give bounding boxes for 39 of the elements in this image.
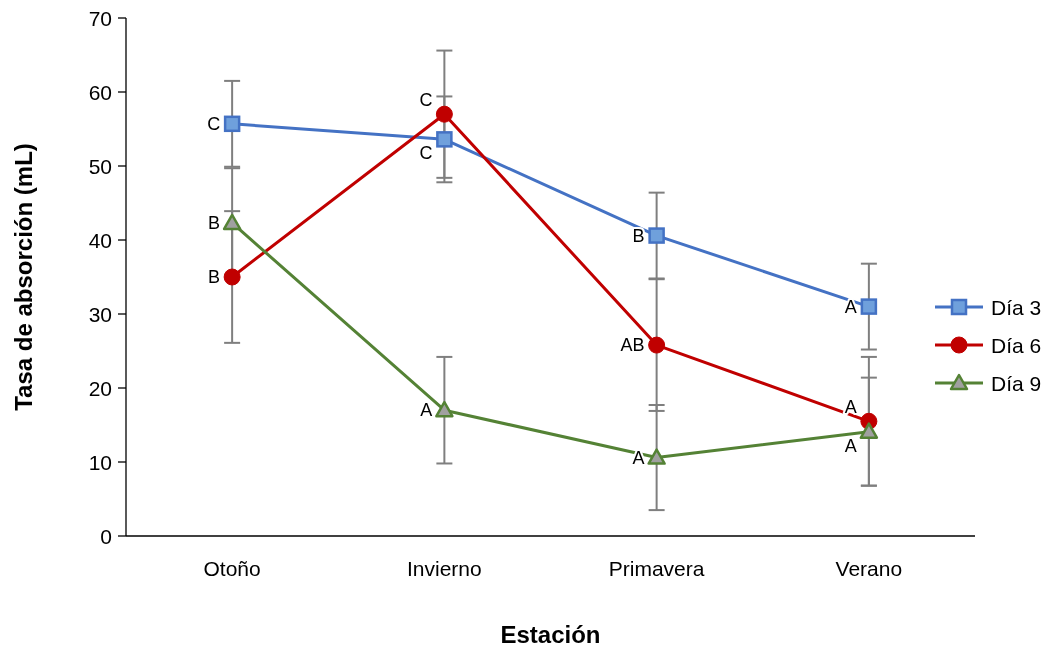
point xyxy=(222,213,242,231)
point xyxy=(648,227,665,244)
annotation: B xyxy=(632,225,645,246)
legend-label: Día 6 xyxy=(991,333,1042,357)
y-tick-label: 60 xyxy=(88,80,112,104)
annotation: B xyxy=(208,212,221,233)
x-tick-label: Primavera xyxy=(608,557,705,580)
x-tick-label: Invierno xyxy=(407,557,482,580)
x-tick-label: Verano xyxy=(835,557,903,580)
annotation: AB xyxy=(620,335,645,356)
point xyxy=(223,115,241,133)
legend-label: Día 3 xyxy=(991,295,1042,319)
point xyxy=(860,298,878,315)
annotation: A xyxy=(844,435,857,456)
y-axis-title: Tasa de absorción (mL) xyxy=(10,143,37,411)
y-tick-label: 20 xyxy=(88,376,112,400)
point xyxy=(648,336,666,354)
y-tick-label: 30 xyxy=(88,302,112,326)
annotation: B xyxy=(208,267,221,287)
point xyxy=(859,422,879,439)
x-axis-title: Estación xyxy=(500,621,601,648)
annotation: C xyxy=(207,113,221,134)
point xyxy=(435,400,454,418)
annotation: A xyxy=(844,397,857,418)
y-tick-label: 40 xyxy=(88,228,112,252)
annotation: C xyxy=(419,90,433,111)
legend-label: Día 9 xyxy=(991,371,1042,395)
point xyxy=(647,448,666,465)
annotation: C xyxy=(419,143,433,164)
y-tick-label: 70 xyxy=(88,6,112,30)
point xyxy=(435,105,453,123)
point xyxy=(436,131,453,148)
y-tick-label: 10 xyxy=(88,450,112,474)
annotation: A xyxy=(844,296,857,317)
point xyxy=(223,268,241,286)
y-tick-label: 0 xyxy=(100,524,112,548)
y-tick-label: 50 xyxy=(88,154,112,178)
x-tick-label: Otoño xyxy=(203,557,261,580)
annotation: A xyxy=(420,400,433,421)
